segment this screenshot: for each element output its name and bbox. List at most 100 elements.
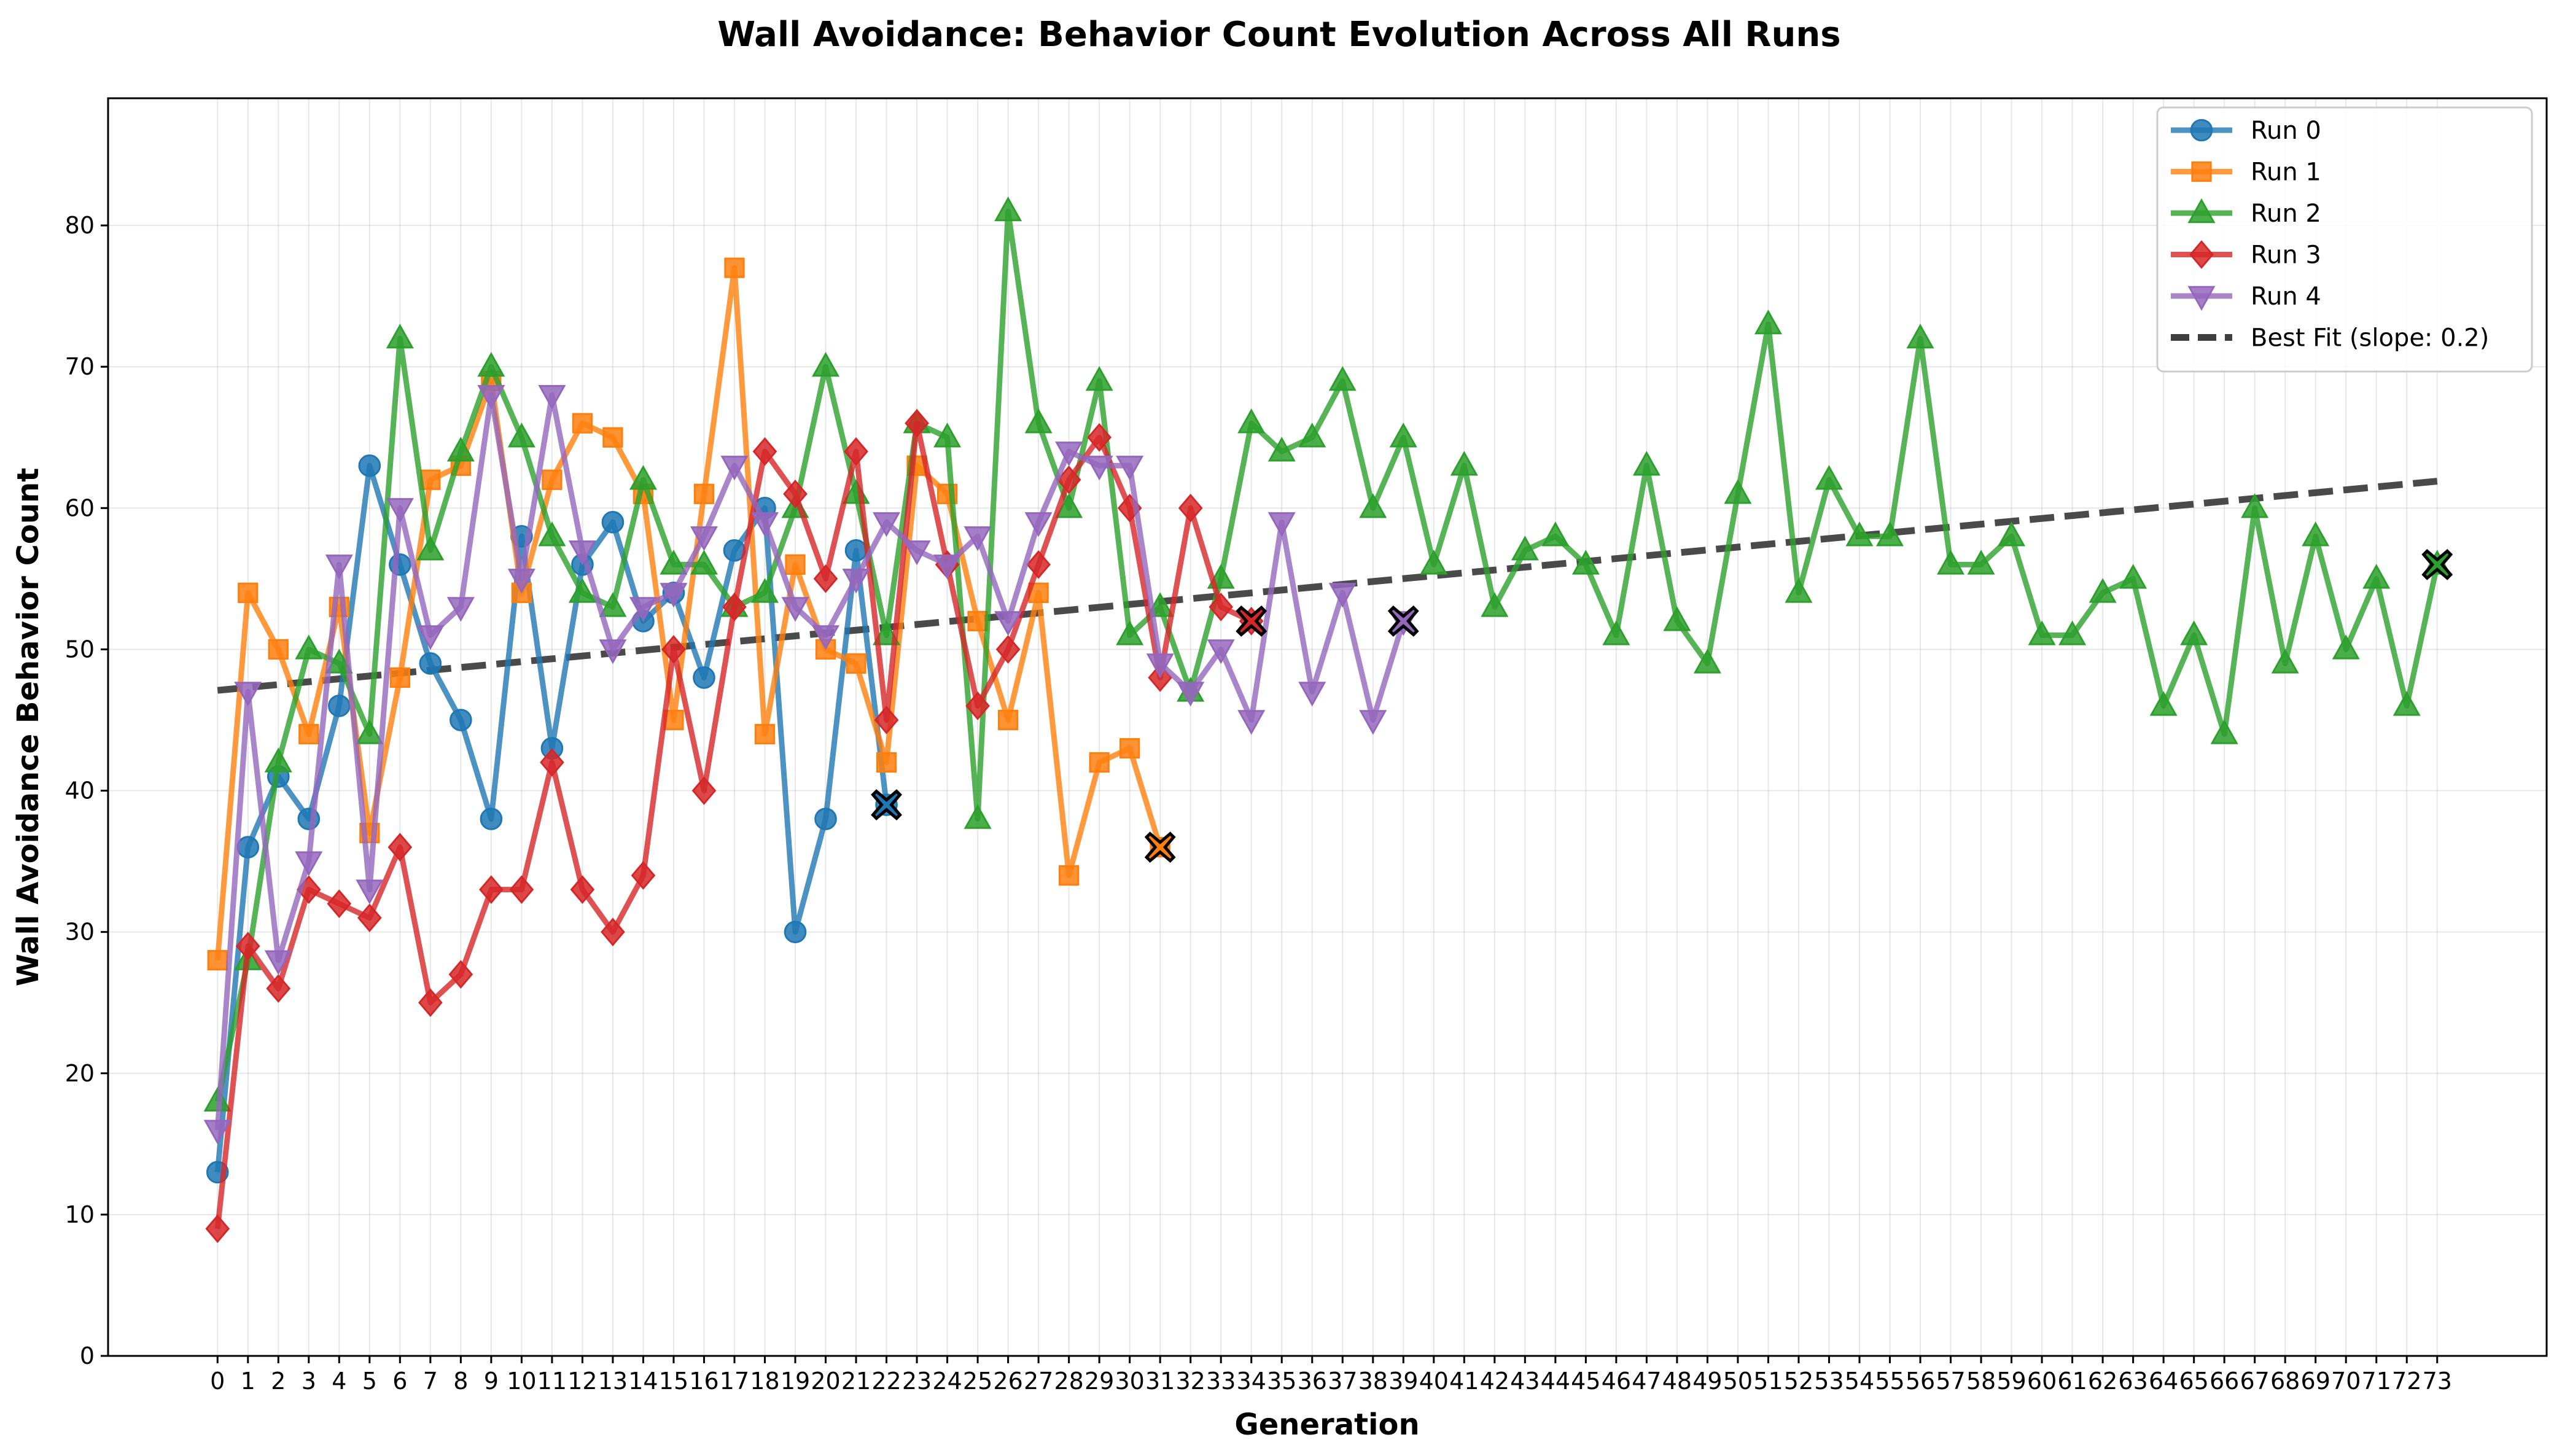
x-tick-label: 8 <box>453 1368 468 1395</box>
data-point <box>1450 451 1478 476</box>
data-point <box>568 540 596 566</box>
x-tick-label: 63 <box>2118 1368 2147 1395</box>
x-tick-label: 44 <box>1541 1368 1570 1395</box>
x-tick-label: 53 <box>1814 1368 1844 1395</box>
data-point <box>724 257 745 278</box>
data-point <box>754 723 776 745</box>
x-tick-label: 6 <box>392 1368 407 1395</box>
x-tick-label: 33 <box>1206 1368 1236 1395</box>
data-point <box>1087 422 1112 452</box>
data-point <box>236 836 260 858</box>
data-point <box>1116 456 1144 481</box>
data-point <box>448 960 473 989</box>
ticks: 0 1 2 3 4 5 6 7 8 9 10 11 12 13 14 15 16 17 18 19 20 21 22 23 24… <box>65 212 2452 1395</box>
end-marker <box>2421 548 2453 580</box>
data-point <box>509 875 534 904</box>
data-point <box>599 592 627 617</box>
data-point <box>1298 682 1326 707</box>
data-point <box>1693 648 1721 674</box>
data-point <box>1298 422 1326 448</box>
data-point <box>570 875 595 904</box>
x-tick-label: 3 <box>302 1368 316 1395</box>
data-point <box>903 540 931 566</box>
data-point <box>2089 578 2117 603</box>
data-point <box>1967 550 1995 575</box>
data-point <box>842 569 870 594</box>
data-point <box>205 1214 230 1244</box>
data-point <box>629 465 657 490</box>
x-tick-label: 52 <box>1784 1368 1813 1395</box>
data-point <box>599 639 627 664</box>
data-point <box>752 437 777 466</box>
data-point <box>750 512 779 537</box>
legend-label: Run 3 <box>2251 241 2321 270</box>
data-point <box>234 682 262 707</box>
data-point <box>629 597 657 622</box>
data-point <box>601 917 625 946</box>
x-tick-label: 5 <box>362 1368 377 1395</box>
x-tick-label: 16 <box>689 1368 718 1395</box>
data-point <box>750 578 779 603</box>
x-tick-label: 22 <box>871 1368 901 1395</box>
data-point <box>2058 620 2087 645</box>
x-tick-label: 40 <box>1419 1368 1449 1395</box>
data-point <box>1267 512 1296 537</box>
y-tick-label: 20 <box>65 1060 95 1087</box>
data-point <box>2393 691 2421 716</box>
data-point <box>1420 550 1448 575</box>
legend-marker <box>2187 198 2216 224</box>
legend-entry: Run 0 <box>2171 117 2321 145</box>
data-point <box>295 851 323 876</box>
x-tick-label: 38 <box>1358 1368 1388 1395</box>
legend-marker <box>2191 161 2212 182</box>
data-point <box>964 804 992 829</box>
data-point <box>1055 442 1083 467</box>
x-tick-label: 7 <box>423 1368 438 1395</box>
x-tick-label: 32 <box>1176 1368 1205 1395</box>
data-point <box>295 634 323 660</box>
data-point <box>358 454 381 477</box>
data-point <box>2241 493 2269 518</box>
x-tick-label: 57 <box>1936 1368 1965 1395</box>
end-marker <box>1236 605 1267 637</box>
data-point <box>844 437 868 466</box>
data-point <box>1089 752 1110 773</box>
grid <box>108 98 2547 1357</box>
x-tick-label: 19 <box>781 1368 810 1395</box>
x-tick-label: 23 <box>902 1368 932 1395</box>
data-point <box>356 719 384 744</box>
legend: Run 0 Run 1 Run 2 Run 3 Run 4 Best Fit (slope… <box>2156 106 2533 373</box>
data-point <box>781 597 809 622</box>
x-tick-label: 0 <box>210 1368 225 1395</box>
end-marker <box>871 789 902 820</box>
y-tick-label: 50 <box>65 636 95 663</box>
data-point <box>235 932 260 960</box>
x-tick-label: 68 <box>2270 1368 2300 1395</box>
legend-marker <box>2187 286 2216 311</box>
data-point <box>1085 366 1113 391</box>
data-point <box>1207 639 1235 664</box>
data-point <box>479 875 504 904</box>
data-point <box>1267 437 1296 462</box>
data-point <box>1875 521 1904 547</box>
x-tick-label: 2 <box>271 1368 286 1395</box>
data-point <box>325 648 353 674</box>
data-point <box>690 526 718 551</box>
data-point <box>1119 738 1140 759</box>
data-point <box>693 666 715 689</box>
x-tick-label: 59 <box>1996 1368 2026 1395</box>
data-point <box>660 550 688 575</box>
data-point <box>2028 620 2056 645</box>
data-point <box>812 352 840 377</box>
data-point <box>327 889 352 918</box>
x-tick-label: 66 <box>2210 1368 2239 1395</box>
data-point <box>203 1119 232 1145</box>
x-axis-label: Generation <box>1234 1407 1419 1442</box>
y-tick-label: 40 <box>65 777 95 804</box>
data-point <box>207 950 228 971</box>
x-tick-label: 20 <box>811 1368 840 1395</box>
x-tick-label: 67 <box>2240 1368 2269 1395</box>
data-point <box>785 554 806 575</box>
legend-marker <box>2189 240 2214 269</box>
